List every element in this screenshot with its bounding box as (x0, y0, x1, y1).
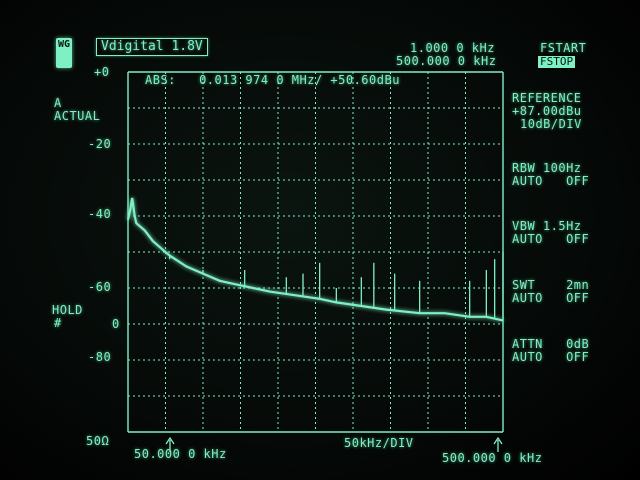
wg-logo-icon: WG (56, 38, 72, 68)
reference-label[interactable]: REFERENCE (512, 91, 582, 105)
attn-label[interactable]: ATTN 0dB (512, 337, 590, 351)
y-tick-label: -80 (88, 350, 112, 364)
swt-label[interactable]: SWT 2mn (512, 278, 590, 292)
attn-mode: AUTO OFF (512, 350, 590, 364)
hold-sub: # (54, 316, 62, 330)
vbw-mode: AUTO OFF (512, 232, 590, 246)
fstop-softkey[interactable]: FSTOP (538, 55, 576, 68)
marker-readout: ABS: 0.013 974 0 MHz/ +50.60dBu (145, 73, 400, 87)
y-tick-label: +0 (94, 65, 110, 79)
trace-mode: ACTUAL (54, 109, 101, 123)
rbw-mode: AUTO OFF (512, 174, 590, 188)
scale-value: 10dB/DIV (520, 117, 582, 131)
start-marker-arrow-icon (165, 436, 175, 452)
y-tick-label: -40 (88, 207, 112, 221)
channel-label: Vdigital 1.8V (96, 38, 208, 56)
fstart-softkey[interactable]: FSTART (540, 41, 587, 55)
stop-freq-label: 500.000 0 kHz (442, 451, 543, 465)
span-per-div: 50kHz/DIV (344, 436, 414, 450)
freq-start-readout: 1.000 0 kHz (410, 41, 495, 55)
reference-value: +87.00dBu (512, 104, 582, 118)
graticule (127, 71, 504, 433)
trace-line (126, 197, 504, 322)
rbw-label[interactable]: RBW 100Hz (512, 161, 582, 175)
impedance-label: 50Ω (86, 434, 110, 448)
stop-marker-arrow-icon (493, 436, 503, 452)
trace-label: A (54, 96, 62, 110)
y-tick-label: -20 (88, 137, 112, 151)
hold-label: HOLD (52, 303, 83, 317)
freq-stop-readout: 500.000 0 kHz (396, 54, 497, 68)
hold-value: 0 (112, 317, 120, 331)
vbw-label[interactable]: VBW 1.5Hz (512, 219, 582, 233)
swt-mode: AUTO OFF (512, 291, 590, 305)
start-freq-label: 50.000 0 kHz (134, 447, 227, 461)
y-tick-label: -60 (88, 280, 112, 294)
frequency-markers (165, 436, 503, 452)
spectrum-trace (126, 197, 504, 322)
